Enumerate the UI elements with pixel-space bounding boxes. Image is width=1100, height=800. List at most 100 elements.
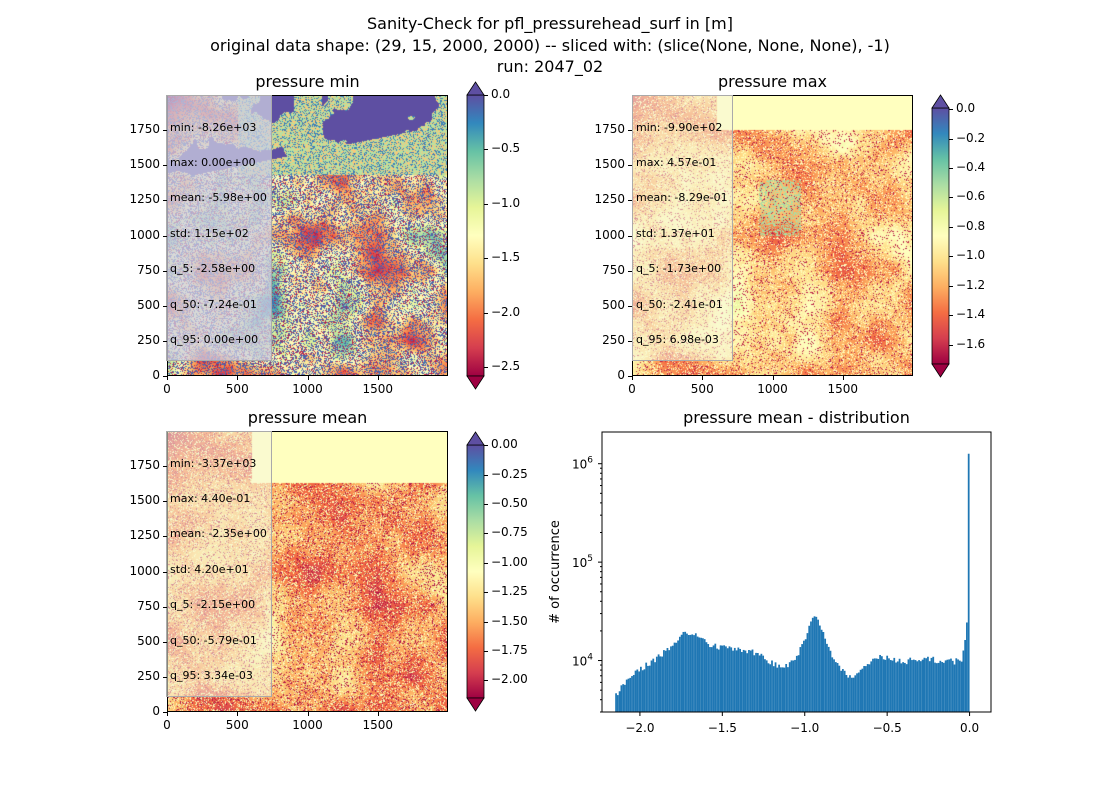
x-tick-label: 1000 <box>757 382 788 396</box>
x-tick-mark <box>377 376 379 380</box>
histogram-bar <box>755 652 757 712</box>
y-tick-label: 750 <box>137 262 160 277</box>
y-tick-label: 500 <box>602 297 625 312</box>
colorbar-gradient <box>466 81 485 390</box>
y-tick-label: 1000 <box>129 563 160 578</box>
histogram-bar <box>702 638 704 712</box>
y-tick-label: 250 <box>137 668 160 683</box>
histogram-bar <box>712 645 715 712</box>
histogram-bar <box>852 677 855 712</box>
histogram-bar <box>643 669 646 712</box>
colorbar-tick-label: −1.75 <box>491 642 528 657</box>
x-tick-mark <box>237 376 239 380</box>
histogram-bar <box>845 675 848 712</box>
histogram-bar <box>794 659 796 712</box>
histogram-bar <box>740 651 743 712</box>
histogram-bar <box>765 660 768 712</box>
y-tick-label: 0 <box>617 368 625 382</box>
histogram-bar <box>792 660 795 712</box>
histogram-bar <box>616 695 619 712</box>
histogram-bar <box>919 661 922 712</box>
y-tick-label: 500 <box>137 633 160 648</box>
y-tick-label: 0 <box>152 368 160 382</box>
histogram-bar <box>680 634 683 712</box>
histogram-bar <box>655 656 658 712</box>
colorbar-tick-label: −0.50 <box>491 496 528 511</box>
histogram-bar <box>748 650 750 712</box>
stat-line: std: 4.20e+01 <box>170 562 249 576</box>
colorbar-tick-label: −0.6 <box>956 189 986 204</box>
colorbar-tick-label: −1.2 <box>956 277 986 292</box>
histogram-bar <box>641 670 644 712</box>
histogram-bar <box>829 650 832 712</box>
histogram-bar <box>808 625 811 712</box>
figure-title-line2: original data shape: (29, 15, 2000, 2000… <box>210 36 890 55</box>
y-tick-label: 750 <box>602 262 625 277</box>
histogram-bar <box>935 663 938 712</box>
histogram-bar <box>639 666 642 712</box>
histogram-bar <box>615 693 617 712</box>
histogram-bar <box>735 650 738 712</box>
histogram-bar <box>833 659 835 712</box>
x-tick-mark <box>702 376 704 380</box>
histogram-bar <box>634 670 637 712</box>
y-tick-label: 250 <box>602 332 625 347</box>
histogram-bar <box>813 616 816 712</box>
colorbar-tick-label: −1.4 <box>956 307 986 322</box>
histogram-bar <box>783 667 786 712</box>
histogram-bar <box>769 664 772 712</box>
histogram-bar <box>831 657 834 712</box>
x-tick-label: −1.5 <box>708 721 737 735</box>
histogram-bar <box>902 662 905 712</box>
colorbar-tick-mark <box>484 203 488 205</box>
histogram-bar <box>618 691 621 712</box>
colorbar-tick-mark <box>484 258 488 260</box>
histogram-bar <box>677 640 679 712</box>
x-tick-mark <box>307 376 309 380</box>
x-tick-label: 0 <box>163 382 171 396</box>
y-tick-label: 1000 <box>129 227 160 242</box>
y-tick-mark <box>163 270 167 272</box>
colorbar-tick-mark <box>484 95 488 96</box>
histogram-bar <box>666 647 669 712</box>
stat-line: mean: -8.29e-01 <box>636 191 728 205</box>
y-tick-label: 250 <box>137 332 160 347</box>
colorbar-tick-mark <box>949 167 953 169</box>
histogram-bar <box>955 658 958 712</box>
y-tick-mark <box>163 571 167 573</box>
histogram-bar <box>891 660 894 712</box>
x-tick-label: 500 <box>225 382 249 396</box>
histogram-bar <box>941 662 943 712</box>
y-tick-label: 500 <box>137 297 160 312</box>
histogram-bar <box>801 644 804 712</box>
histogram-bar <box>742 649 745 712</box>
histogram-bar <box>636 669 639 712</box>
histogram-bar <box>854 675 857 712</box>
histogram-bar <box>951 660 954 712</box>
colorbar-tick-label: −1.25 <box>491 584 528 599</box>
stat-line: q_50: -5.79e-01 <box>170 633 257 647</box>
colorbar-tick-mark <box>949 285 953 287</box>
colorbar-gradient <box>931 94 950 378</box>
colorbar-tick-mark <box>949 226 953 228</box>
histogram-bar <box>737 647 740 712</box>
y-tick-label: 104 <box>572 653 593 669</box>
histogram-bar <box>652 658 655 712</box>
histogram-bar <box>732 650 734 712</box>
histogram-bar <box>836 663 839 712</box>
histogram-bar <box>966 622 968 712</box>
colorbar-tick-label: −0.2 <box>956 130 986 145</box>
histogram-bar <box>907 659 910 712</box>
histogram-bar <box>700 637 703 712</box>
histogram-bar <box>824 638 827 712</box>
x-tick-mark <box>167 712 168 716</box>
histogram-bar <box>785 663 788 712</box>
histogram-bar <box>749 650 752 712</box>
histogram-bar <box>673 642 676 712</box>
x-tick-label: −2.0 <box>625 721 654 735</box>
y-tick-mark <box>163 165 167 167</box>
histogram-bar <box>744 650 747 712</box>
y-tick-mark <box>163 305 167 307</box>
histogram-bar <box>716 648 718 712</box>
histogram-bar <box>870 661 873 712</box>
